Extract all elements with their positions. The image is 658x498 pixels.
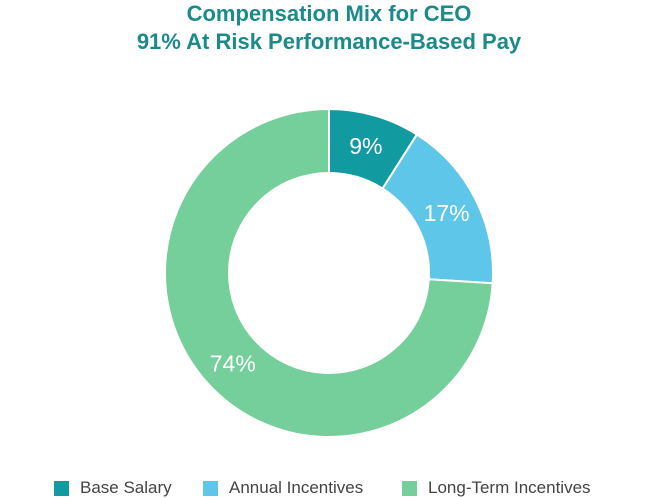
- donut-chart: 9% 17% 74%: [164, 107, 494, 438]
- legend-swatch-base-salary: [54, 480, 69, 496]
- chart-title-block: Compensation Mix for CEO 91% At Risk Per…: [0, 0, 658, 56]
- slice-label-annual-incentives: 17%: [424, 200, 470, 226]
- chart-title: Compensation Mix for CEO: [186, 1, 472, 26]
- legend-label-annual-incentives: Annual Incentives: [229, 478, 364, 497]
- chart-subtitle: 91% At Risk Performance-Based Pay: [136, 29, 522, 54]
- legend-swatch-annual-incentives: [203, 480, 218, 496]
- slice-label-long-term-incentives: 74%: [210, 350, 256, 376]
- slice-label-base-salary: 9%: [349, 133, 382, 159]
- legend-item-long-term-incentives: Long-Term Incentives: [402, 478, 591, 498]
- legend-label-base-salary: Base Salary: [80, 478, 172, 497]
- legend-label-long-term-incentives: Long-Term Incentives: [428, 478, 591, 497]
- chart-legend: Base Salary Annual Incentives Long-Term …: [0, 478, 658, 498]
- legend-swatch-long-term-incentives: [402, 480, 417, 496]
- donut-slice-long-term-incentives: [164, 107, 494, 438]
- legend-item-base-salary: Base Salary: [54, 478, 172, 498]
- legend-item-annual-incentives: Annual Incentives: [203, 478, 363, 498]
